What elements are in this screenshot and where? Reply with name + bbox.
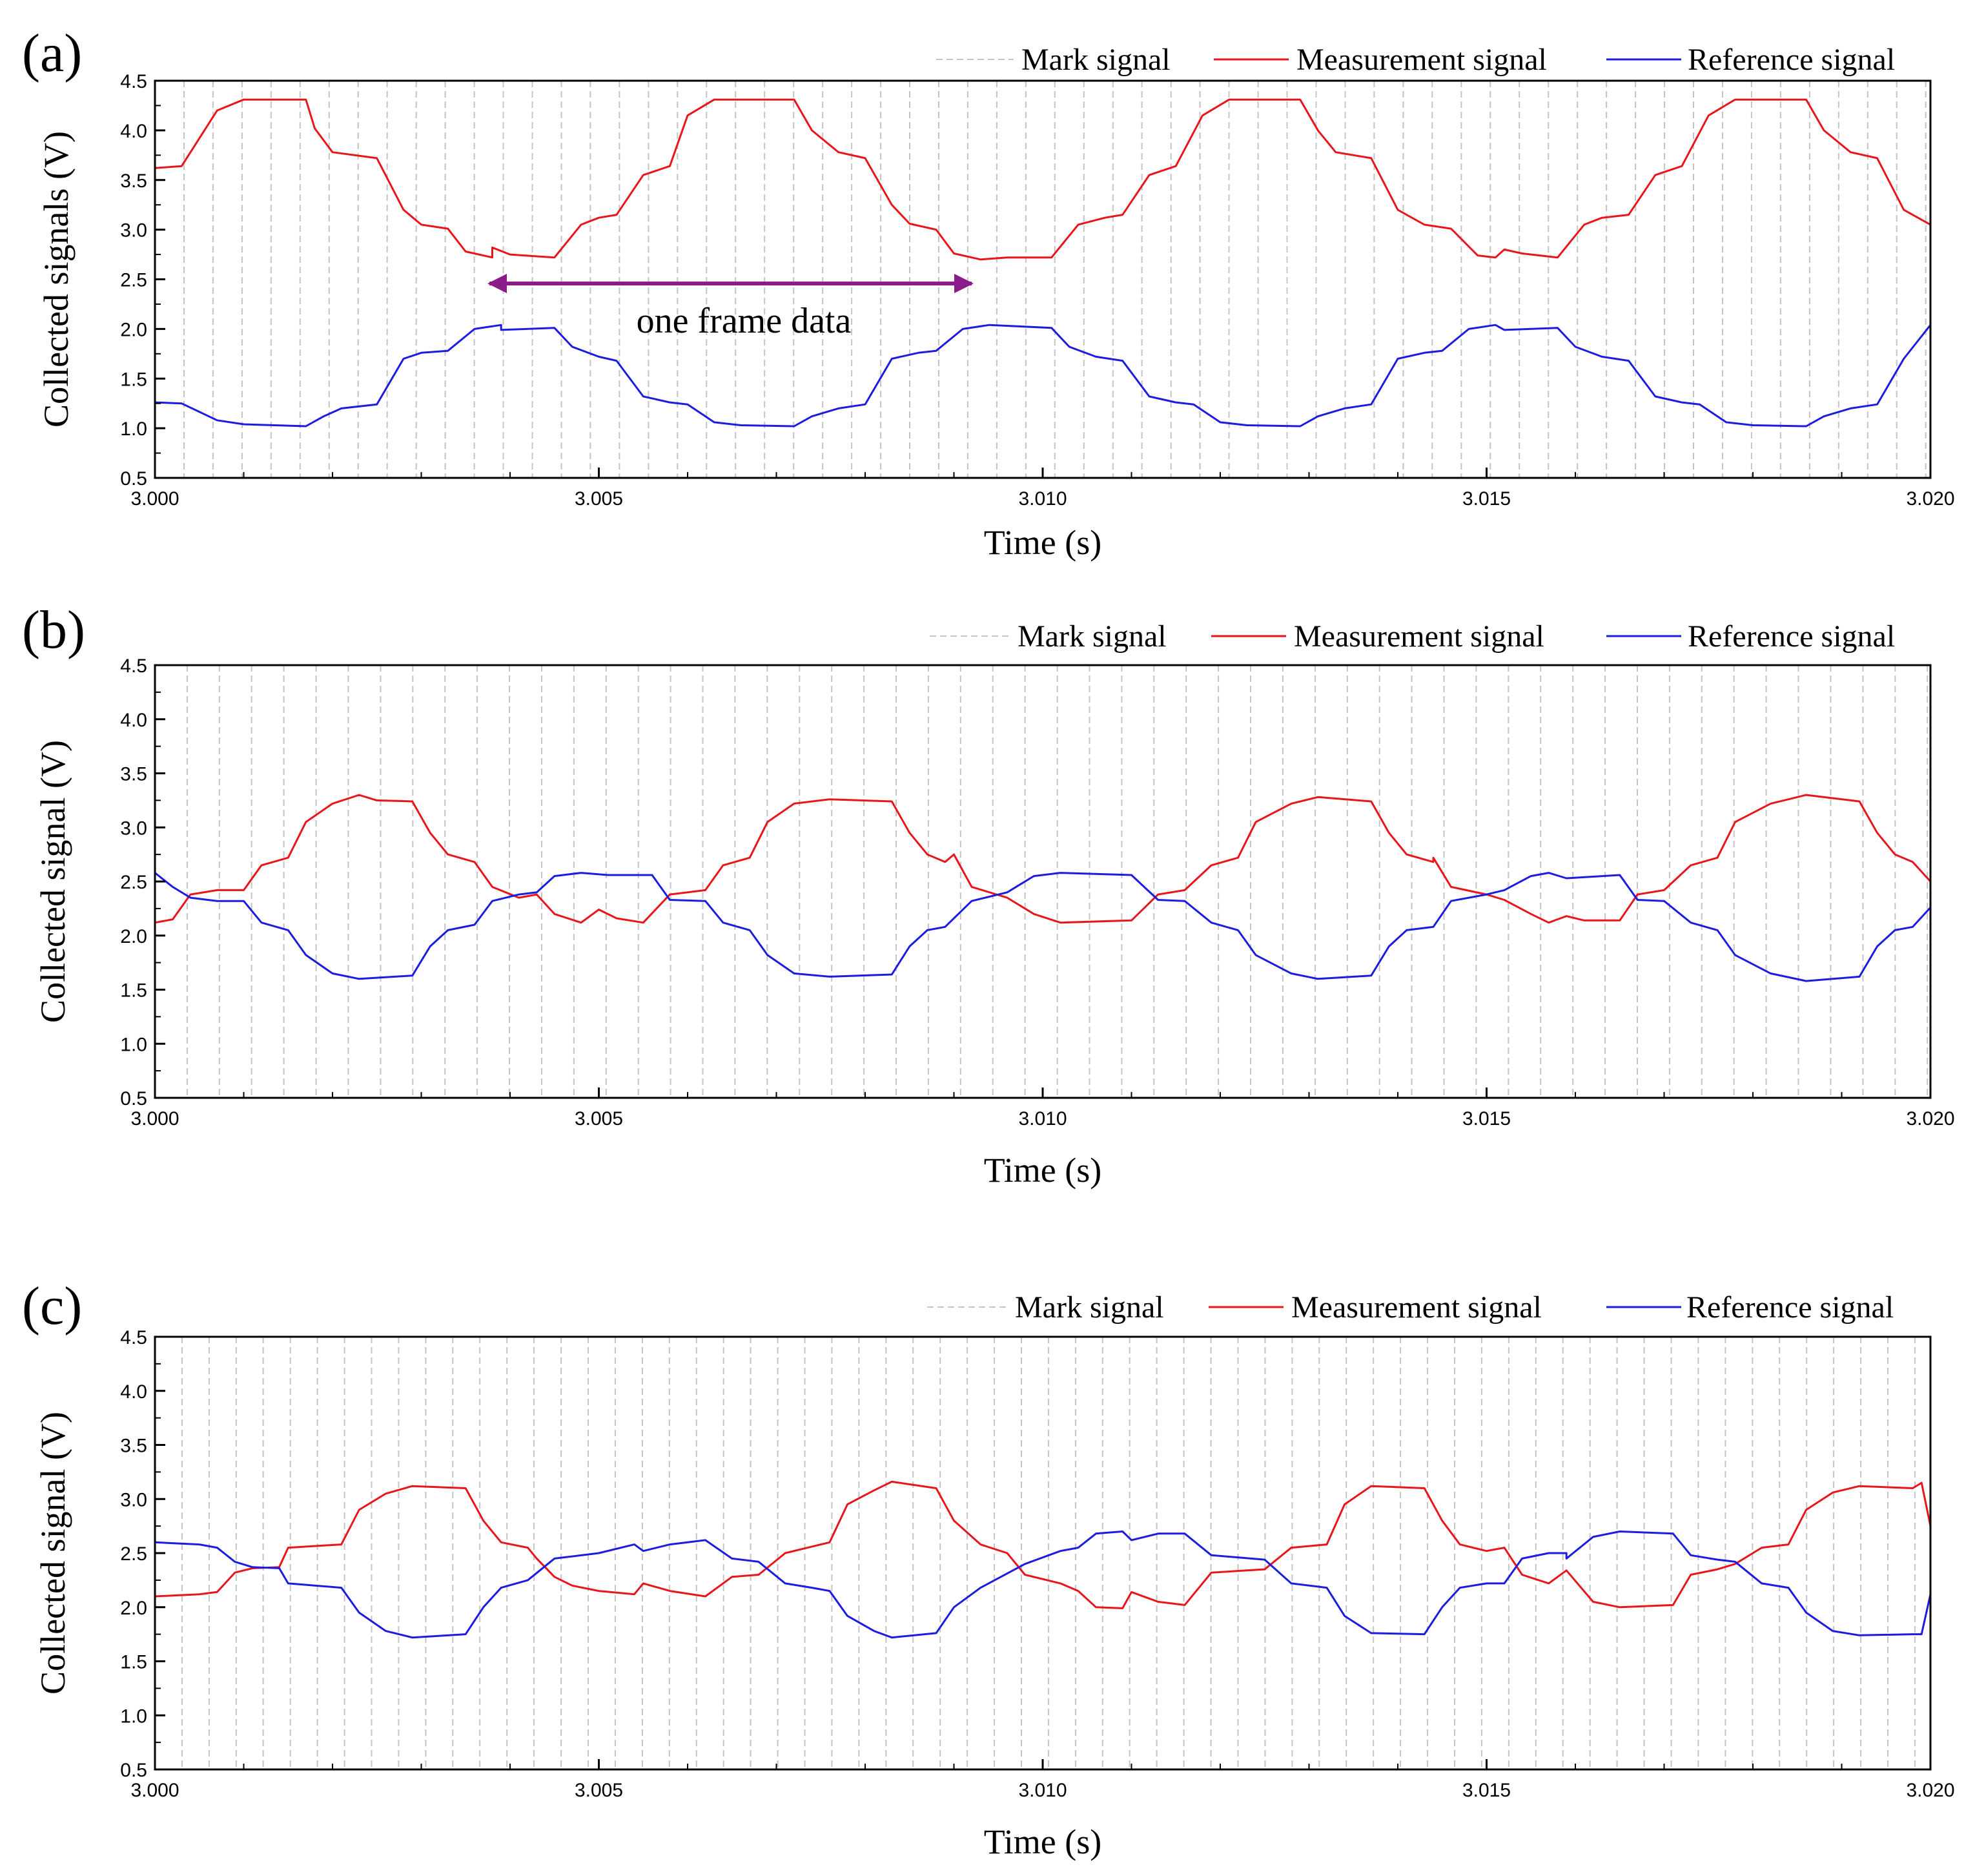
y-tick-label: 1.5	[120, 1652, 147, 1673]
x-tick-label: 3.000	[130, 1780, 179, 1801]
panel-a-legend: Mark signal Measurement signal Reference…	[936, 43, 1895, 77]
panel-c-label: (c)	[22, 1276, 82, 1336]
y-tick-label: 2.5	[120, 270, 147, 291]
y-tick-label: 2.0	[120, 1598, 147, 1619]
x-axis-title: Time (s)	[984, 523, 1102, 562]
mark-signal-series	[154, 665, 1929, 1098]
panel-c: (c) 3.000 3.005 3.010 3.015 3.020 0.5 1.0 1.5 2.…	[22, 1276, 1955, 1861]
reference-signal-legend-label: Reference signal	[1688, 619, 1895, 654]
y-tick-label: 3.0	[120, 1489, 147, 1510]
reference-signal-line	[154, 324, 1932, 428]
plot-frame	[154, 664, 1932, 1099]
y-tick-label: 3.5	[120, 1436, 147, 1457]
x-tick-label: 3.015	[1462, 1108, 1511, 1129]
y-tick-label: 0.5	[120, 1088, 147, 1109]
one-frame-annotation: one frame data	[637, 301, 852, 341]
measurement-signal-line	[154, 98, 1931, 261]
panel-c-plot: 3.000 3.005 3.010 3.015 3.020 0.5 1.0 1.5 2.0 2.5…	[34, 1327, 1955, 1861]
panel-b-legend: Mark signal Measurement signal Reference…	[930, 619, 1895, 654]
plot-frame	[154, 1335, 1932, 1771]
x-tick-label: 3.005	[575, 1108, 623, 1129]
y-tick-label: 1.5	[120, 369, 147, 390]
y-tick-label: 4.0	[120, 1381, 147, 1403]
y-tick-label: 4.0	[120, 121, 147, 142]
mark-signal-series	[154, 81, 1927, 478]
y-tick-label: 2.0	[120, 926, 147, 947]
x-tick-label: 3.000	[130, 488, 179, 510]
y-tick-label: 2.5	[120, 1543, 147, 1565]
panel-b-plot: 3.000 3.005 3.010 3.015 3.020 0.5 1.0 1.5 2.0 2.5…	[34, 655, 1955, 1190]
y-axis-title: Collected signals (V)	[37, 131, 76, 428]
x-tick-label: 3.000	[130, 1108, 179, 1129]
y-tick-label: 2.0	[120, 319, 147, 340]
measurement-signal-legend-label: Measurement signal	[1294, 619, 1544, 654]
x-tick-label: 3.005	[575, 1780, 623, 1801]
y-tick-label: 0.5	[120, 1760, 147, 1781]
measurement-signal-legend-label: Measurement signal	[1296, 43, 1547, 77]
mark-signal-series	[154, 1337, 1916, 1769]
x-tick-label: 3.005	[575, 488, 623, 510]
y-tick-label: 1.0	[120, 1034, 147, 1055]
y-tick-label: 4.5	[120, 71, 147, 92]
x-tick-label: 3.015	[1462, 1780, 1511, 1801]
mark-signal-legend-label: Mark signal	[1021, 43, 1171, 77]
y-tick-label: 3.5	[120, 170, 147, 192]
x-tick-label: 3.010	[1018, 488, 1067, 510]
y-axis-title: Collected signal (V)	[34, 740, 72, 1023]
measurement-signal-line	[154, 794, 1932, 924]
panel-a-label: (a)	[22, 23, 82, 83]
x-tick-label: 3.015	[1462, 488, 1511, 510]
panel-b: (b) 3.000 3.005 3.010 3.015 3.020 0.5 1.0 1.5 2.…	[22, 600, 1955, 1190]
y-tick-label: 3.0	[120, 818, 147, 839]
panel-c-legend: Mark signal Measurement signal Reference…	[927, 1290, 1894, 1325]
y-axis-title: Collected signal (V)	[34, 1412, 72, 1695]
reference-signal-line	[154, 1531, 1932, 1639]
x-tick-label: 3.010	[1018, 1780, 1067, 1801]
measurement-signal-line	[154, 1480, 1932, 1609]
x-tick-label: 3.020	[1906, 1780, 1954, 1801]
y-tick-label: 1.0	[120, 1706, 147, 1727]
panel-a-plot: 3.000 3.005 3.010 3.015 3.020 0.5 1.0 1.5 2.0 2.5…	[37, 71, 1955, 562]
measurement-signal-legend-label: Measurement signal	[1291, 1290, 1542, 1325]
y-tick-label: 4.5	[120, 655, 147, 677]
y-tick-label: 4.5	[120, 1327, 147, 1348]
y-tick-label: 4.0	[120, 710, 147, 731]
y-tick-label: 0.5	[120, 468, 147, 490]
x-tick-label: 3.020	[1906, 488, 1954, 510]
panel-b-label: (b)	[22, 600, 85, 660]
x-tick-label: 3.010	[1018, 1108, 1067, 1129]
mark-signal-legend-label: Mark signal	[1015, 1290, 1164, 1325]
mark-signal-legend-label: Mark signal	[1018, 619, 1167, 654]
reference-signal-legend-label: Reference signal	[1686, 1290, 1894, 1325]
x-axis-title: Time (s)	[984, 1151, 1102, 1190]
y-tick-label: 2.5	[120, 872, 147, 893]
reference-signal-legend-label: Reference signal	[1688, 43, 1895, 77]
reference-signal-line	[154, 872, 1932, 982]
y-tick-label: 3.5	[120, 764, 147, 785]
x-tick-label: 3.020	[1906, 1108, 1954, 1129]
y-tick-label: 1.0	[120, 418, 147, 440]
y-tick-label: 3.0	[120, 220, 147, 242]
y-tick-label: 1.5	[120, 980, 147, 1002]
x-axis-title: Time (s)	[984, 1822, 1102, 1861]
panel-a: (a) 3.000 3.005 3.010 3.015 3.020 0.5 1.0 1.5 2.…	[22, 23, 1955, 562]
